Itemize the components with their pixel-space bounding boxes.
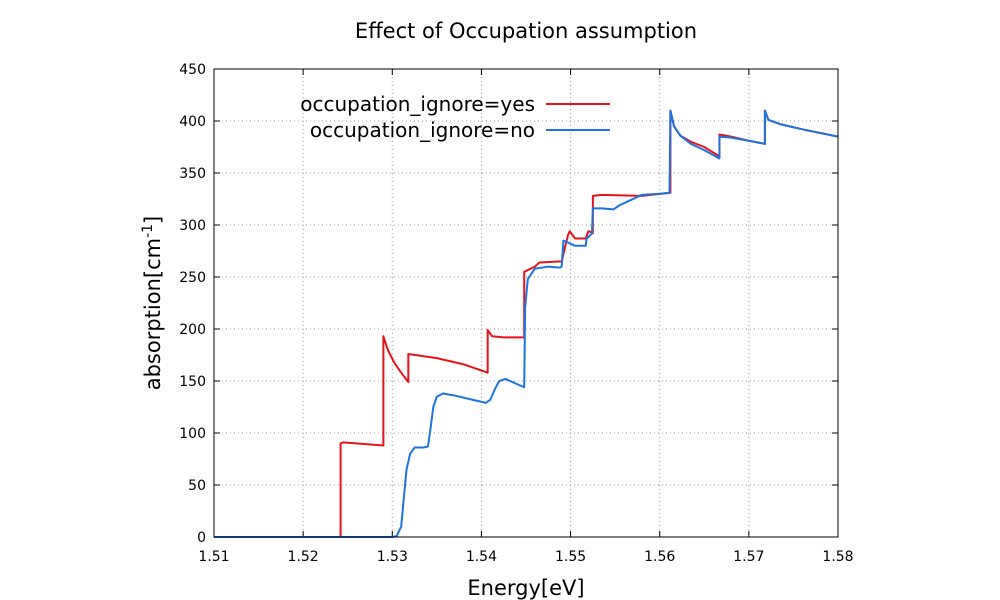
y-axis-label-end: ]	[141, 216, 165, 224]
y-tick-label: 0	[197, 530, 206, 546]
legend-label-no: occupation_ignore=no	[310, 118, 535, 142]
chart-title: Effect of Occupation assumption	[355, 19, 697, 43]
series-line-no	[214, 109, 839, 538]
x-tick-label: 1.55	[555, 549, 586, 565]
y-tick-label: 450	[179, 62, 206, 78]
y-tick-label: 400	[179, 114, 206, 130]
series-line-yes	[214, 109, 839, 538]
y-axis-label-superscript: -1	[140, 224, 156, 238]
x-tick-label: 1.51	[198, 549, 229, 565]
x-axis-ticks: 1.51 1.52 1.53 1.54 1.55 1.56 1.57 1.58	[198, 69, 854, 565]
x-tick-label: 1.53	[377, 549, 408, 565]
x-tick-label: 1.54	[466, 549, 497, 565]
y-axis-label-main: absorption[cm	[141, 238, 165, 390]
legend: occupation_ignore=yes occupation_ignore=…	[300, 92, 610, 142]
legend-label-yes: occupation_ignore=yes	[300, 92, 535, 116]
x-axis-label: Energy[eV]	[467, 576, 584, 600]
x-tick-label: 1.56	[644, 549, 675, 565]
x-tick-label: 1.52	[288, 549, 319, 565]
x-tick-label: 1.58	[822, 549, 853, 565]
y-tick-label: 250	[179, 270, 206, 286]
y-tick-label: 300	[179, 218, 206, 234]
series-lines	[214, 109, 839, 538]
y-tick-label: 100	[179, 426, 206, 442]
x-tick-label: 1.57	[733, 549, 764, 565]
grid-lines	[214, 69, 838, 537]
y-tick-label: 200	[179, 322, 206, 338]
y-axis-ticks: 0 50 100 150 200 250 300 350 400 450	[179, 62, 838, 546]
plot-frame	[213, 68, 839, 538]
y-tick-label: 150	[179, 374, 206, 390]
y-tick-label: 50	[188, 478, 206, 494]
y-axis-label: absorption[cm-1]	[140, 216, 165, 391]
y-tick-label: 350	[179, 166, 206, 182]
